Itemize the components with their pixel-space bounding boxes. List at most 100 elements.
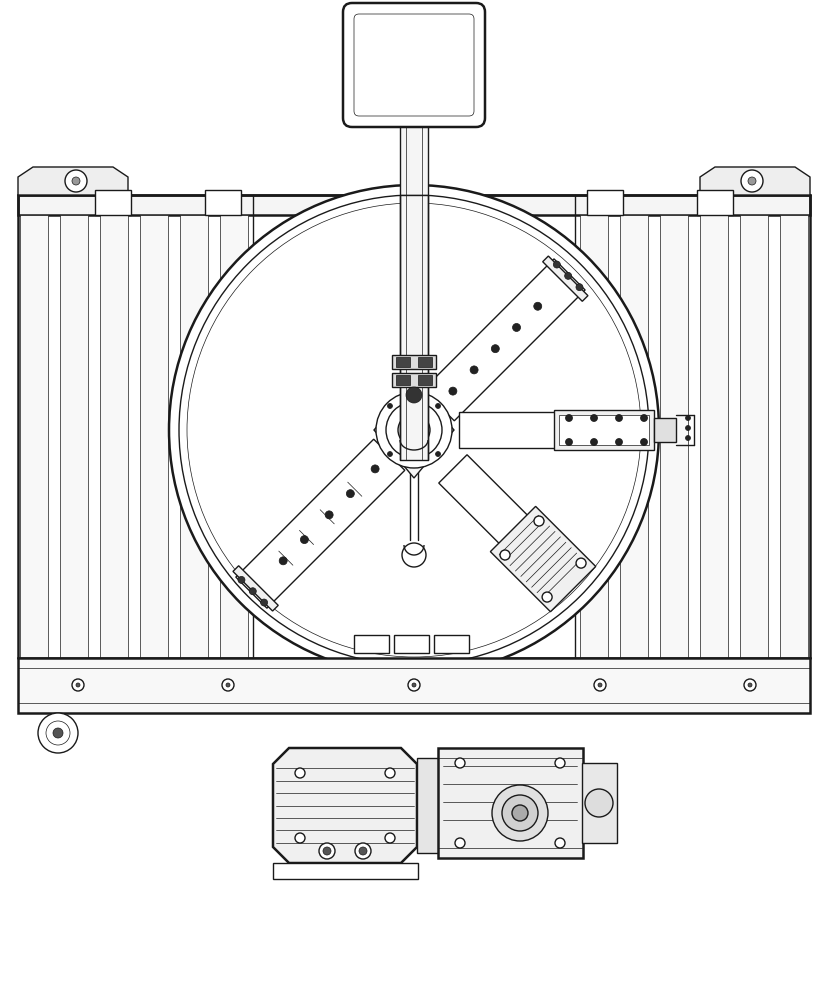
Bar (433, 635, 468, 653)
Circle shape (685, 426, 690, 430)
Bar (395, 375, 409, 385)
Bar (581, 763, 616, 843)
Bar (696, 190, 732, 215)
Bar (395, 357, 409, 367)
Circle shape (491, 785, 547, 841)
Circle shape (398, 414, 429, 446)
Bar (699, 215, 727, 658)
Bar (739, 215, 767, 658)
Bar (437, 748, 582, 858)
Circle shape (375, 392, 452, 468)
Circle shape (512, 323, 520, 331)
Circle shape (387, 403, 392, 408)
Bar (391, 373, 436, 387)
Circle shape (222, 679, 234, 691)
Circle shape (359, 847, 366, 855)
Circle shape (590, 414, 597, 422)
Circle shape (408, 679, 419, 691)
Bar (100, 215, 128, 658)
Circle shape (747, 177, 755, 185)
Bar (95, 190, 131, 215)
Polygon shape (423, 259, 585, 421)
Bar (220, 215, 248, 658)
Circle shape (597, 683, 601, 687)
Circle shape (370, 465, 379, 473)
Circle shape (435, 452, 440, 457)
Circle shape (38, 713, 78, 753)
Bar (418, 375, 432, 385)
Circle shape (685, 416, 690, 420)
Circle shape (412, 683, 415, 687)
Circle shape (743, 679, 755, 691)
Circle shape (318, 843, 335, 859)
FancyBboxPatch shape (354, 14, 473, 116)
Circle shape (740, 170, 762, 192)
Bar (659, 215, 687, 658)
Circle shape (72, 679, 84, 691)
Bar (553, 410, 653, 450)
Circle shape (402, 543, 425, 567)
Bar (20, 215, 48, 658)
Circle shape (323, 847, 331, 855)
Bar (586, 190, 622, 215)
Circle shape (187, 203, 640, 657)
Bar (18, 195, 809, 215)
Circle shape (552, 261, 560, 268)
Bar (273, 863, 418, 879)
Bar (653, 418, 675, 442)
Circle shape (590, 438, 597, 446)
Bar (619, 215, 648, 658)
Circle shape (455, 838, 465, 848)
Circle shape (593, 679, 605, 691)
Polygon shape (273, 748, 417, 863)
Circle shape (249, 588, 256, 595)
Circle shape (542, 592, 552, 602)
Circle shape (294, 768, 304, 778)
Circle shape (564, 272, 571, 279)
Circle shape (179, 195, 648, 665)
Bar (779, 215, 807, 658)
Circle shape (387, 452, 392, 457)
Circle shape (448, 387, 457, 395)
Circle shape (747, 683, 751, 687)
Circle shape (533, 516, 543, 526)
Circle shape (501, 795, 538, 831)
Circle shape (355, 843, 370, 859)
Polygon shape (542, 256, 587, 301)
Polygon shape (232, 566, 278, 611)
Polygon shape (458, 412, 593, 448)
Circle shape (576, 558, 586, 568)
Circle shape (511, 805, 528, 821)
Circle shape (46, 721, 70, 745)
Polygon shape (699, 167, 809, 195)
Polygon shape (438, 455, 566, 582)
Circle shape (640, 414, 647, 422)
Circle shape (279, 557, 287, 565)
Circle shape (554, 758, 564, 768)
Bar (60, 215, 88, 658)
Circle shape (385, 833, 394, 843)
Circle shape (576, 284, 582, 291)
Circle shape (76, 683, 80, 687)
Circle shape (405, 387, 422, 403)
Bar (18, 658, 809, 713)
Bar (140, 215, 168, 658)
Circle shape (565, 438, 571, 446)
Circle shape (685, 436, 690, 440)
Bar (558, 415, 648, 445)
Circle shape (640, 438, 647, 446)
Polygon shape (18, 167, 128, 195)
Circle shape (385, 402, 442, 458)
Polygon shape (374, 382, 453, 478)
Circle shape (470, 366, 477, 374)
Circle shape (346, 490, 354, 498)
Bar (399, 195, 428, 460)
Circle shape (614, 438, 622, 446)
Circle shape (226, 683, 230, 687)
Bar (399, 118, 428, 195)
Circle shape (53, 728, 63, 738)
Bar (391, 355, 436, 369)
Circle shape (533, 302, 541, 310)
Circle shape (300, 536, 308, 544)
Circle shape (490, 345, 499, 353)
